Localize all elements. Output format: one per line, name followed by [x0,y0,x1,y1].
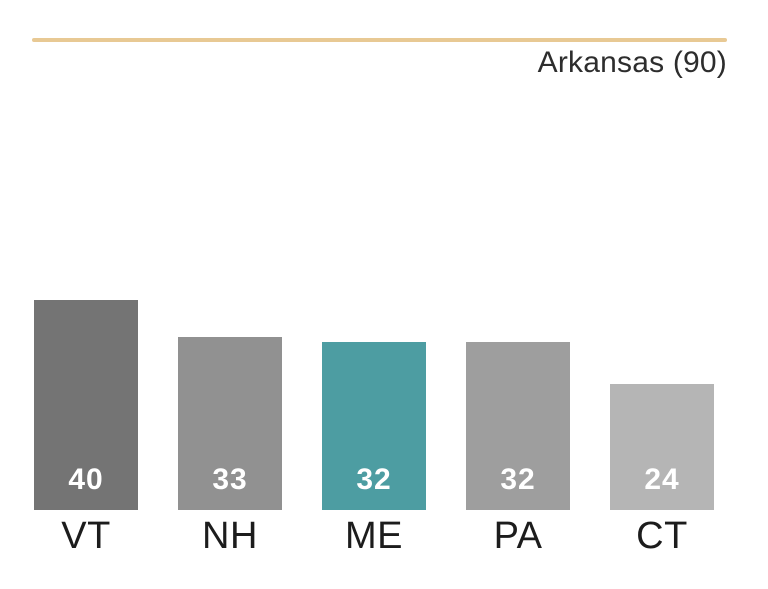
bar-value-label: 33 [212,463,248,496]
accent-rule-line [32,38,727,42]
bar-ct: 24 CT [610,384,714,555]
bar-value-label: 40 [68,463,104,496]
bar-category-label: NH [202,515,258,557]
bar-vt: 40 VT [34,300,138,555]
bar-value-label: 32 [356,463,392,496]
bar-chart: 40 VT 33 NH 32 ME 32 PA 24 CT [34,300,714,555]
bar-pa: 32 PA [466,342,570,555]
bar-value-label: 32 [500,463,536,496]
bar-value-label: 24 [644,463,680,496]
bar-nh: 33 NH [178,336,282,555]
bar-category-label: ME [345,515,403,557]
bar-category-label: VT [61,515,111,557]
bar-category-label: CT [636,515,688,557]
chart-title: Arkansas (90) [537,46,727,79]
bar-me: 32 ME [322,342,426,555]
bar-category-label: PA [493,515,543,557]
